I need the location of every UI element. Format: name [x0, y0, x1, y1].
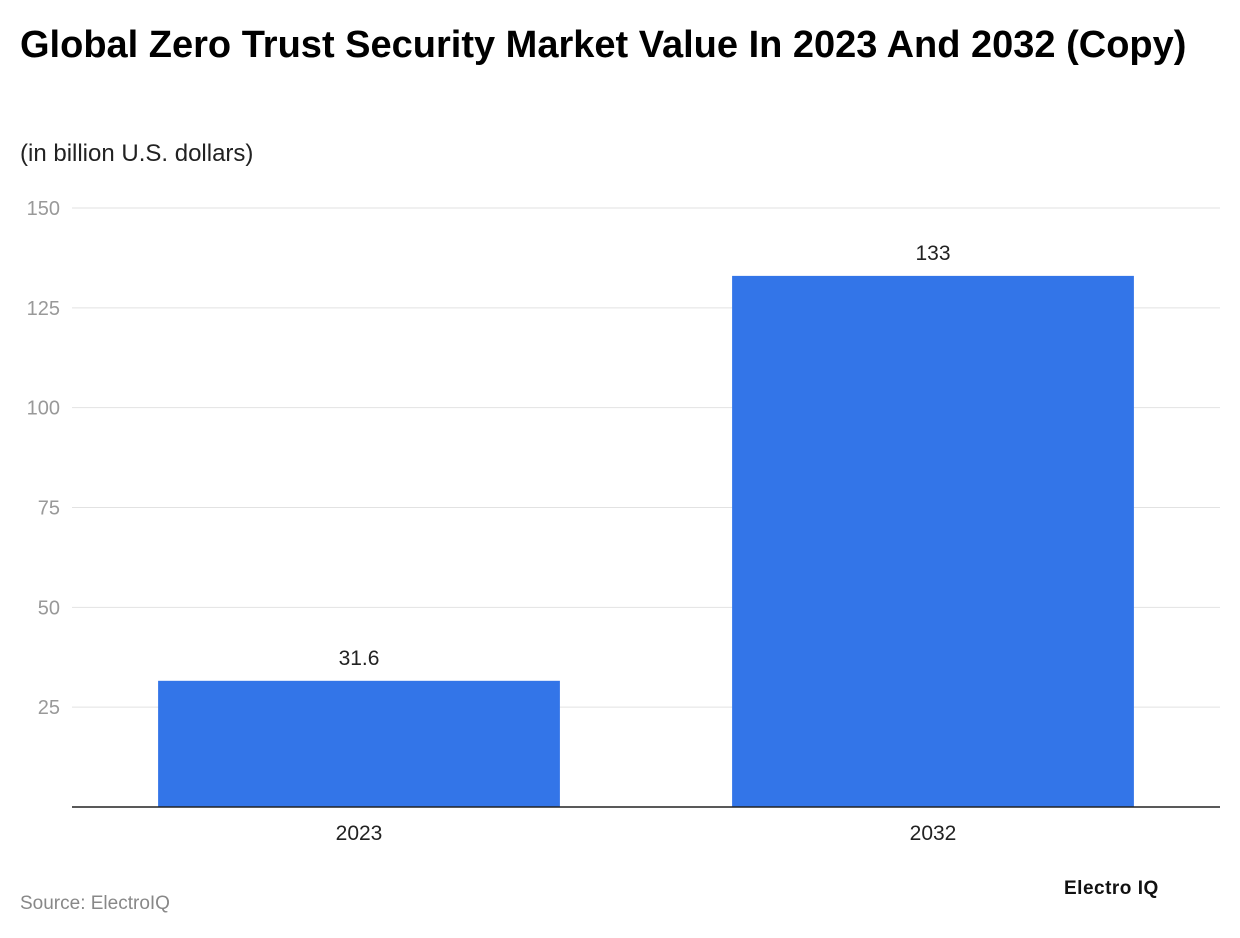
y-tick-label: 25	[38, 697, 60, 719]
chart-subtitle: (in billion U.S. dollars)	[20, 140, 254, 167]
y-tick-label: 150	[27, 198, 60, 220]
y-tick-label: 100	[27, 398, 60, 420]
bar	[732, 275, 1134, 807]
data-label: 31.6	[339, 647, 380, 670]
x-tick-label: 2023	[336, 822, 383, 845]
bar	[158, 680, 560, 807]
y-tick-label: 50	[38, 597, 60, 619]
chart-title: Global Zero Trust Security Market Value …	[20, 24, 1187, 66]
y-tick-label: 75	[38, 498, 60, 520]
data-label: 133	[915, 242, 950, 265]
electro-iq-logo: Electro IQ	[1064, 878, 1159, 899]
x-tick-label: 2032	[910, 822, 957, 845]
source-note: Source: ElectroIQ	[20, 893, 170, 914]
y-tick-label: 125	[27, 298, 60, 320]
